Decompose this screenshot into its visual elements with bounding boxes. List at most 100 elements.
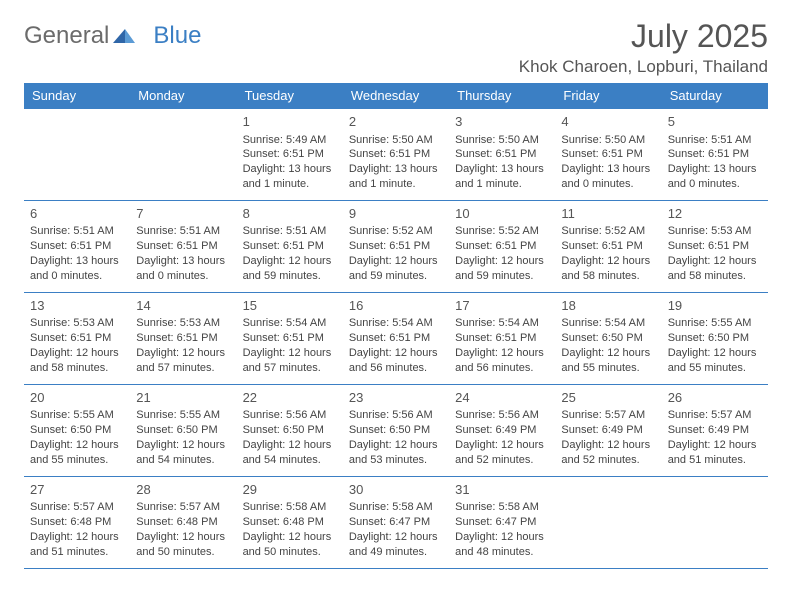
day-number: 30	[349, 481, 443, 499]
sunrise-text: Sunrise: 5:57 AM	[30, 500, 124, 515]
day-header: Thursday	[449, 83, 555, 109]
calendar-day-cell: 12Sunrise: 5:53 AMSunset: 6:51 PMDayligh…	[662, 200, 768, 292]
daylight-text: and 59 minutes.	[349, 269, 443, 284]
day-number: 15	[243, 297, 337, 315]
daylight-text: Daylight: 12 hours	[243, 254, 337, 269]
sunset-text: Sunset: 6:51 PM	[243, 239, 337, 254]
daylight-text: and 58 minutes.	[30, 361, 124, 376]
title-block: July 2025 Khok Charoen, Lopburi, Thailan…	[519, 18, 768, 77]
calendar-day-cell: 30Sunrise: 5:58 AMSunset: 6:47 PMDayligh…	[343, 476, 449, 568]
daylight-text: and 57 minutes.	[243, 361, 337, 376]
daylight-text: and 48 minutes.	[455, 545, 549, 560]
day-number: 7	[136, 205, 230, 223]
logo: General Blue	[24, 22, 201, 50]
day-number: 25	[561, 389, 655, 407]
calendar-day-cell: 5Sunrise: 5:51 AMSunset: 6:51 PMDaylight…	[662, 109, 768, 201]
calendar-day-cell: 1Sunrise: 5:49 AMSunset: 6:51 PMDaylight…	[237, 109, 343, 201]
daylight-text: Daylight: 12 hours	[30, 530, 124, 545]
daylight-text: and 1 minute.	[455, 177, 549, 192]
calendar-day-cell: 10Sunrise: 5:52 AMSunset: 6:51 PMDayligh…	[449, 200, 555, 292]
calendar-day-cell	[130, 109, 236, 201]
calendar-day-cell: 8Sunrise: 5:51 AMSunset: 6:51 PMDaylight…	[237, 200, 343, 292]
sunrise-text: Sunrise: 5:50 AM	[561, 133, 655, 148]
daylight-text: Daylight: 13 hours	[455, 162, 549, 177]
sunset-text: Sunset: 6:51 PM	[668, 147, 762, 162]
day-number: 24	[455, 389, 549, 407]
sunset-text: Sunset: 6:50 PM	[668, 331, 762, 346]
daylight-text: Daylight: 12 hours	[561, 346, 655, 361]
day-number: 21	[136, 389, 230, 407]
daylight-text: and 50 minutes.	[243, 545, 337, 560]
sunset-text: Sunset: 6:51 PM	[243, 147, 337, 162]
daylight-text: Daylight: 12 hours	[561, 254, 655, 269]
day-number: 23	[349, 389, 443, 407]
sunset-text: Sunset: 6:49 PM	[455, 423, 549, 438]
sunset-text: Sunset: 6:49 PM	[668, 423, 762, 438]
sunset-text: Sunset: 6:50 PM	[561, 331, 655, 346]
day-number: 27	[30, 481, 124, 499]
daylight-text: Daylight: 13 hours	[349, 162, 443, 177]
daylight-text: Daylight: 12 hours	[561, 438, 655, 453]
day-number: 29	[243, 481, 337, 499]
daylight-text: Daylight: 12 hours	[243, 438, 337, 453]
calendar-day-cell: 20Sunrise: 5:55 AMSunset: 6:50 PMDayligh…	[24, 384, 130, 476]
calendar-day-cell: 25Sunrise: 5:57 AMSunset: 6:49 PMDayligh…	[555, 384, 661, 476]
sunrise-text: Sunrise: 5:54 AM	[455, 316, 549, 331]
sunrise-text: Sunrise: 5:49 AM	[243, 133, 337, 148]
day-number: 17	[455, 297, 549, 315]
sunset-text: Sunset: 6:51 PM	[561, 147, 655, 162]
day-number: 16	[349, 297, 443, 315]
sunrise-text: Sunrise: 5:50 AM	[349, 133, 443, 148]
sunset-text: Sunset: 6:51 PM	[136, 239, 230, 254]
daylight-text: and 51 minutes.	[668, 453, 762, 468]
sunset-text: Sunset: 6:48 PM	[136, 515, 230, 530]
daylight-text: and 1 minute.	[349, 177, 443, 192]
calendar-week-row: 20Sunrise: 5:55 AMSunset: 6:50 PMDayligh…	[24, 384, 768, 476]
daylight-text: Daylight: 12 hours	[136, 438, 230, 453]
daylight-text: and 54 minutes.	[243, 453, 337, 468]
calendar-day-cell: 13Sunrise: 5:53 AMSunset: 6:51 PMDayligh…	[24, 292, 130, 384]
sunrise-text: Sunrise: 5:56 AM	[455, 408, 549, 423]
daylight-text: Daylight: 12 hours	[349, 438, 443, 453]
sunrise-text: Sunrise: 5:52 AM	[349, 224, 443, 239]
calendar-day-cell: 2Sunrise: 5:50 AMSunset: 6:51 PMDaylight…	[343, 109, 449, 201]
calendar-week-row: 27Sunrise: 5:57 AM Sunset: 6:48 PM Dayligh…	[24, 476, 768, 568]
sunset-text: Sunset: 6:48 PM	[243, 515, 337, 530]
sunrise-text: Sunrise: 5:53 AM	[668, 224, 762, 239]
day-number: 6	[30, 205, 124, 223]
calendar-day-cell: 21Sunrise: 5:55 AMSunset: 6:50 PMDayligh…	[130, 384, 236, 476]
day-number: 20	[30, 389, 124, 407]
calendar-day-cell: 14Sunrise: 5:53 AMSunset: 6:51 PMDayligh…	[130, 292, 236, 384]
daylight-text: Daylight: 12 hours	[30, 346, 124, 361]
daylight-text: Daylight: 12 hours	[668, 438, 762, 453]
daylight-text: and 52 minutes.	[455, 453, 549, 468]
day-number: 9	[349, 205, 443, 223]
sunrise-text: Sunrise: 5:54 AM	[349, 316, 443, 331]
sunrise-text: Sunrise: 5:52 AM	[561, 224, 655, 239]
sunrise-text: Sunrise: 5:54 AM	[243, 316, 337, 331]
daylight-text: and 56 minutes.	[455, 361, 549, 376]
day-number: 22	[243, 389, 337, 407]
daylight-text: Daylight: 12 hours	[30, 438, 124, 453]
daylight-text: Daylight: 13 hours	[668, 162, 762, 177]
calendar-day-cell	[555, 476, 661, 568]
calendar-day-cell: 7Sunrise: 5:51 AMSunset: 6:51 PMDaylight…	[130, 200, 236, 292]
daylight-text: Daylight: 13 hours	[30, 254, 124, 269]
sunrise-text: Sunrise: 5:51 AM	[243, 224, 337, 239]
calendar-day-cell: 19Sunrise: 5:55 AMSunset: 6:50 PMDayligh…	[662, 292, 768, 384]
calendar-day-cell: 15Sunrise: 5:54 AMSunset: 6:51 PMDayligh…	[237, 292, 343, 384]
sunrise-text: Sunrise: 5:55 AM	[136, 408, 230, 423]
daylight-text: and 59 minutes.	[243, 269, 337, 284]
sunset-text: Sunset: 6:51 PM	[30, 331, 124, 346]
calendar-day-cell: 18Sunrise: 5:54 AMSunset: 6:50 PMDayligh…	[555, 292, 661, 384]
daylight-text: and 0 minutes.	[561, 177, 655, 192]
daylight-text: Daylight: 12 hours	[243, 346, 337, 361]
daylight-text: Daylight: 12 hours	[455, 346, 549, 361]
calendar-day-cell	[662, 476, 768, 568]
day-number: 11	[561, 205, 655, 223]
daylight-text: Daylight: 12 hours	[349, 346, 443, 361]
daylight-text: and 51 minutes.	[30, 545, 124, 560]
sunset-text: Sunset: 6:47 PM	[455, 515, 549, 530]
day-header: Wednesday	[343, 83, 449, 109]
sunrise-text: Sunrise: 5:57 AM	[561, 408, 655, 423]
